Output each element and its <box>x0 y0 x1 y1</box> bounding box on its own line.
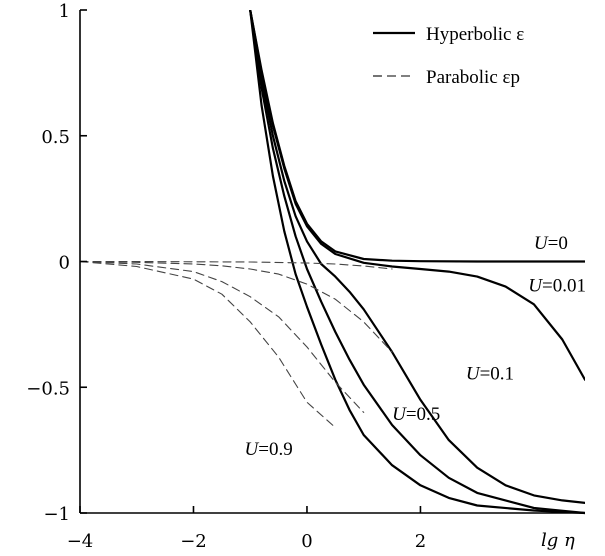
curve-label-u-0-1: U=0.1 <box>466 364 514 385</box>
series-line-hyperbolic-u-0-5 <box>249 10 585 515</box>
x-tick-label: −2 <box>180 531 207 552</box>
legend-entry-parabolic: Parabolic εp <box>426 67 520 88</box>
ticks-layer <box>79 9 422 514</box>
x-tick-label: 0 <box>301 531 312 552</box>
curves-layer <box>80 10 585 515</box>
legend: Hyperbolic ε Parabolic εp <box>373 24 524 88</box>
x-tick-label: −4 <box>67 531 94 552</box>
series-line-hyperbolic-u-0-9 <box>249 10 585 515</box>
y-tick-label: −0.5 <box>26 378 70 399</box>
curve-label-u-0: U=0 <box>534 233 568 254</box>
legend-entry-hyperbolic: Hyperbolic ε <box>426 24 524 45</box>
curve-label-u-0-01: U=0.01 <box>528 276 586 297</box>
x-tick-label: 2 <box>415 531 426 552</box>
y-tick-label: −1 <box>43 504 70 525</box>
y-tick-label: 1 <box>59 1 70 22</box>
y-tick-label: 0.5 <box>41 127 70 148</box>
series-line-parabolic-p-u-0-9 <box>80 260 336 429</box>
series-line-parabolic-p-u-0-5 <box>80 260 365 413</box>
curve-label-u-0-5: U=0.5 <box>392 404 440 425</box>
curve-labels-layer: U=0 U=0.01 U=0.1 U=0.5 U=0.9 <box>245 233 586 460</box>
series-line-hyperbolic-u-0-01 <box>249 10 585 381</box>
y-tick-label: 0 <box>59 253 70 274</box>
tick-labels-layer: −4 −2 0 2 1 0.5 0 −0.5 −1 <box>26 1 426 552</box>
series-line-hyperbolic-u-0-1 <box>249 10 585 504</box>
series-line-parabolic-p-u-0-01 <box>80 260 393 270</box>
x-axis-label: lg η <box>541 530 575 551</box>
series-line-hyperbolic-u-0 <box>249 10 585 263</box>
series-line-parabolic-p-u-0-1 <box>80 260 393 353</box>
curve-label-u-0-9: U=0.9 <box>245 439 293 460</box>
